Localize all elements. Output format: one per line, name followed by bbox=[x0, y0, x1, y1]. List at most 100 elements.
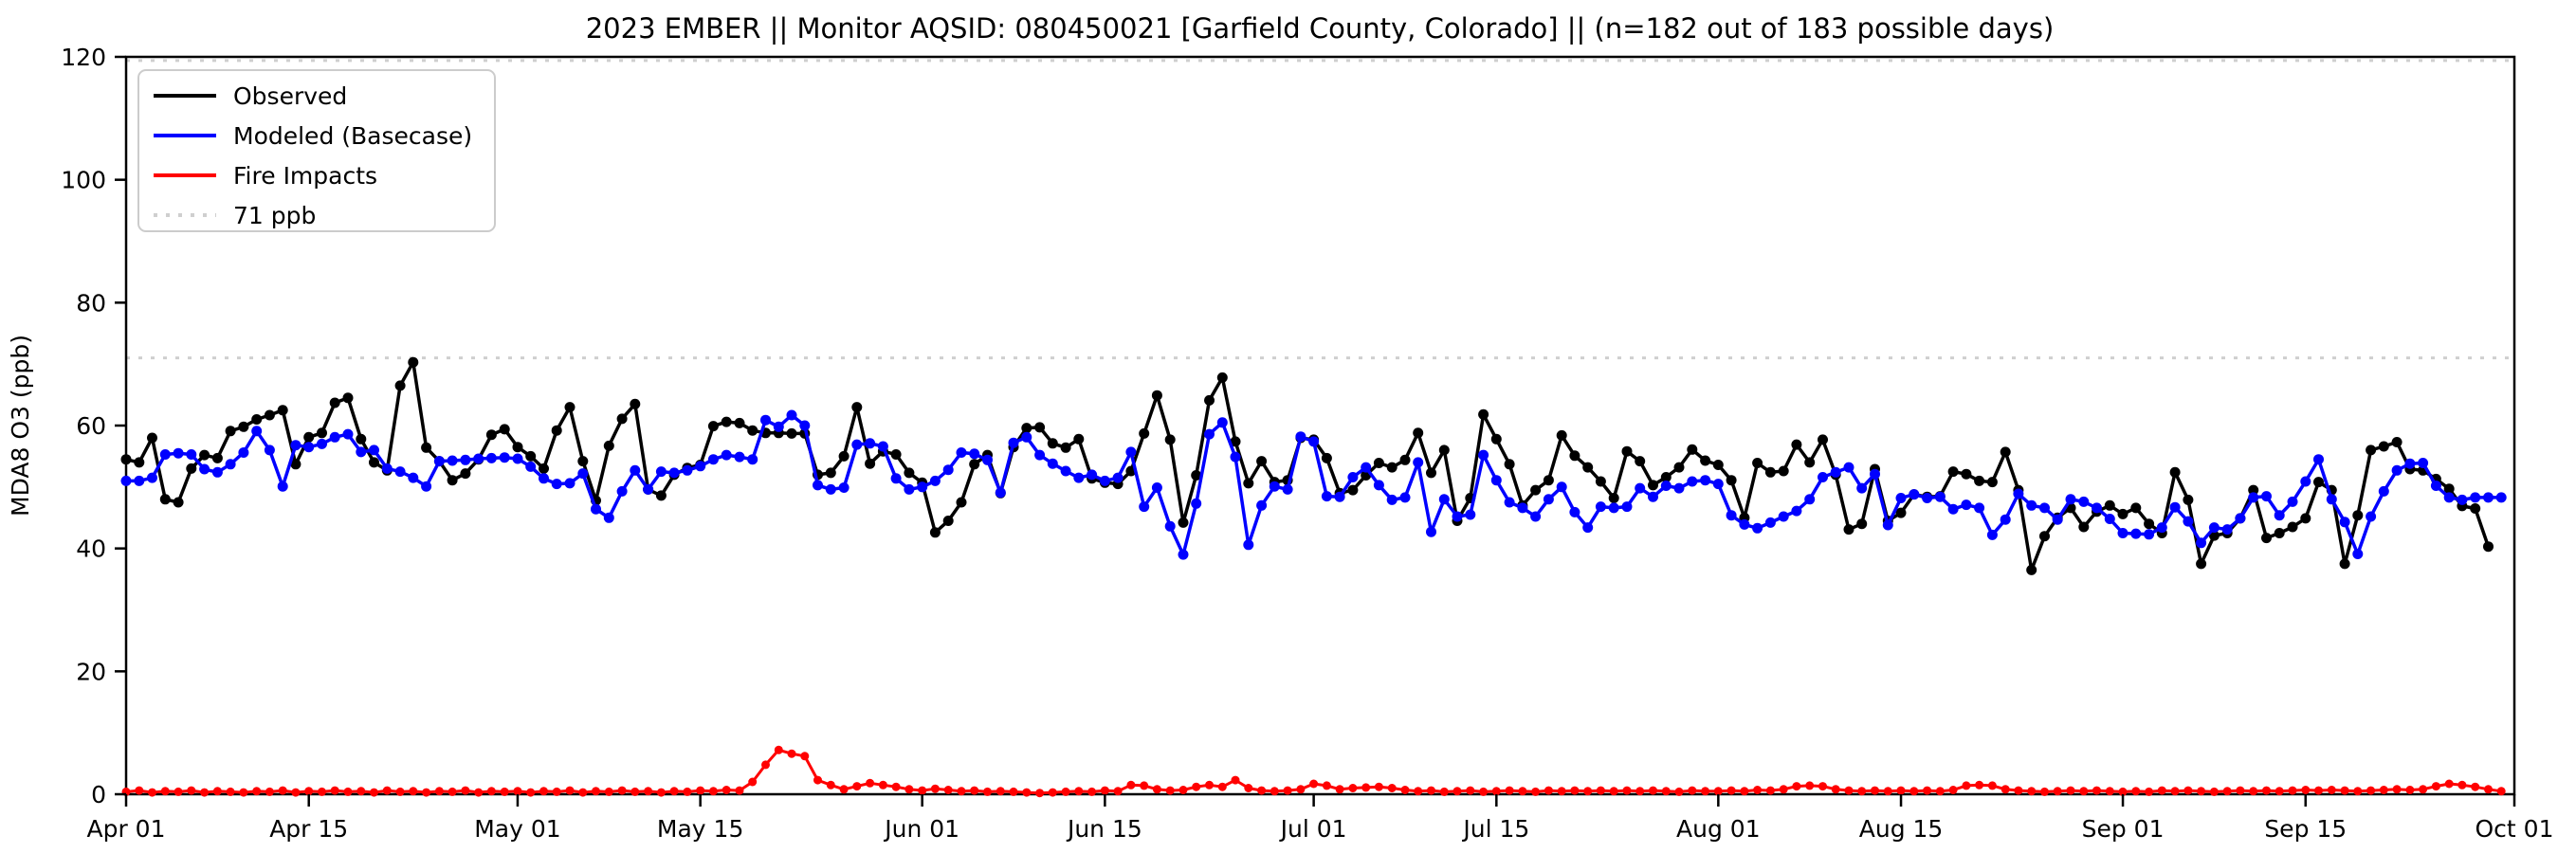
data-point bbox=[1518, 787, 1527, 796]
data-point bbox=[2313, 477, 2324, 488]
data-point bbox=[525, 461, 537, 472]
data-point bbox=[1399, 492, 1411, 503]
data-point bbox=[1504, 459, 1515, 470]
data-point bbox=[839, 785, 849, 794]
data-point bbox=[969, 448, 980, 460]
data-point bbox=[942, 464, 954, 476]
data-point bbox=[1216, 372, 1228, 383]
data-point bbox=[394, 380, 406, 391]
data-point bbox=[2170, 787, 2180, 796]
data-point bbox=[721, 416, 732, 427]
data-point bbox=[2104, 499, 2115, 511]
data-point bbox=[2444, 779, 2454, 789]
data-point bbox=[2039, 531, 2050, 542]
data-point bbox=[1543, 494, 1554, 505]
data-point bbox=[512, 442, 523, 453]
plot-area: 0 20 40 60 80 100 120 Apr 01 Apr 15 May 01 May 15 J… bbox=[61, 44, 2553, 843]
data-point bbox=[1386, 462, 1398, 473]
data-point bbox=[2039, 502, 2050, 514]
data-point bbox=[2236, 786, 2245, 795]
data-point bbox=[1961, 468, 1972, 480]
data-point bbox=[813, 480, 823, 491]
data-point bbox=[1100, 786, 1109, 795]
data-point bbox=[1230, 451, 1241, 463]
data-point bbox=[1270, 787, 1279, 796]
data-point bbox=[1556, 429, 1567, 441]
data-point bbox=[2144, 529, 2155, 540]
data-point bbox=[904, 483, 915, 495]
data-point bbox=[656, 788, 666, 797]
data-point bbox=[1660, 481, 1672, 491]
data-point bbox=[187, 786, 196, 795]
data-point bbox=[943, 786, 953, 794]
y-tick-label: 0 bbox=[91, 781, 106, 808]
data-point bbox=[787, 749, 796, 758]
data-point bbox=[2196, 558, 2207, 570]
data-point bbox=[1426, 526, 1436, 537]
data-point bbox=[317, 438, 327, 449]
data-point bbox=[956, 447, 967, 458]
data-point bbox=[1844, 786, 1854, 795]
data-point bbox=[2391, 464, 2402, 476]
data-point bbox=[2274, 510, 2285, 521]
data-point bbox=[1191, 498, 1202, 509]
data-point bbox=[865, 458, 876, 469]
legend-label: Observed bbox=[233, 82, 347, 110]
data-point bbox=[291, 788, 301, 797]
data-point bbox=[630, 787, 640, 796]
data-point bbox=[1687, 444, 1698, 455]
data-point bbox=[1295, 431, 1306, 443]
data-point bbox=[2052, 514, 2063, 525]
data-point bbox=[1151, 390, 1162, 401]
data-point bbox=[1438, 494, 1450, 505]
data-point bbox=[1660, 472, 1672, 482]
data-point bbox=[1778, 511, 1789, 522]
data-point bbox=[786, 409, 797, 421]
data-point bbox=[1035, 789, 1045, 798]
data-point bbox=[1321, 491, 1332, 502]
data-point bbox=[852, 782, 862, 791]
data-point bbox=[2352, 510, 2364, 521]
data-point bbox=[878, 780, 887, 789]
data-point bbox=[1387, 784, 1397, 792]
data-point bbox=[1857, 787, 1867, 796]
data-point bbox=[1856, 518, 1868, 530]
data-point bbox=[2340, 786, 2349, 795]
data-point bbox=[382, 786, 392, 795]
data-point bbox=[199, 449, 210, 461]
data-point bbox=[877, 441, 888, 452]
data-point bbox=[982, 454, 993, 465]
data-point bbox=[696, 786, 705, 795]
data-point bbox=[1595, 501, 1606, 513]
data-point bbox=[2026, 499, 2037, 511]
data-point bbox=[1843, 462, 1854, 473]
data-point bbox=[2026, 564, 2037, 575]
data-point bbox=[2430, 481, 2441, 491]
data-point bbox=[1008, 437, 1019, 448]
data-point bbox=[603, 512, 614, 523]
data-point bbox=[929, 475, 941, 486]
data-point bbox=[1700, 475, 1711, 486]
data-point bbox=[969, 459, 980, 470]
data-point bbox=[265, 787, 274, 796]
data-point bbox=[485, 452, 497, 463]
data-point bbox=[1386, 494, 1398, 505]
series-markers-observed bbox=[120, 356, 2494, 575]
data-point bbox=[2353, 787, 2363, 796]
data-point bbox=[1583, 787, 1593, 796]
data-point bbox=[1452, 511, 1463, 522]
data-point bbox=[2300, 513, 2311, 524]
data-point bbox=[1544, 786, 1553, 795]
data-point bbox=[173, 497, 184, 508]
data-point bbox=[747, 454, 758, 465]
data-point bbox=[238, 447, 249, 458]
data-point bbox=[1216, 417, 1228, 428]
data-point bbox=[918, 786, 927, 795]
data-point bbox=[147, 432, 157, 444]
data-point bbox=[617, 786, 627, 795]
data-point bbox=[1335, 785, 1344, 794]
data-point bbox=[1269, 481, 1280, 492]
data-point bbox=[1569, 450, 1580, 462]
data-point bbox=[2275, 787, 2284, 796]
data-point bbox=[2495, 492, 2507, 503]
